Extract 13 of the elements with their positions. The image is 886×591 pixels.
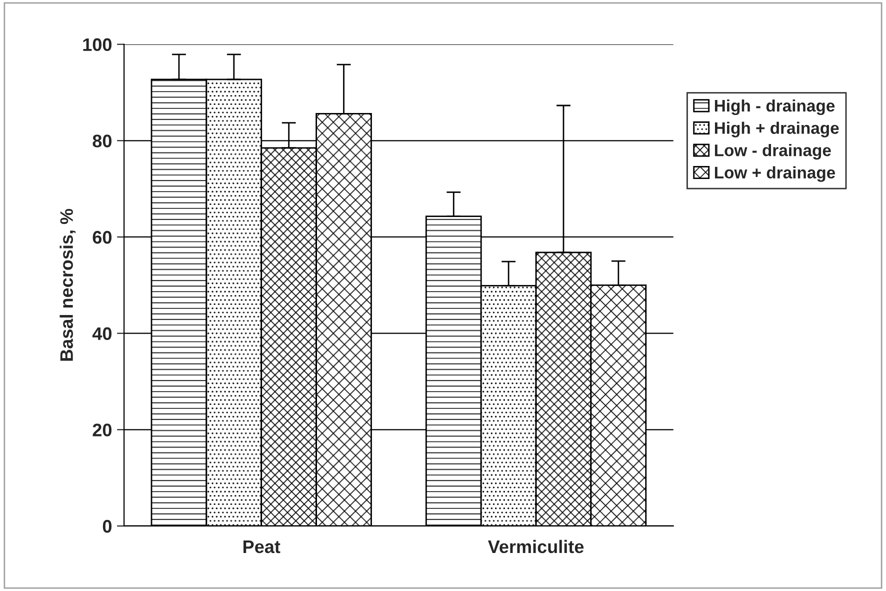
x-tick-label: Peat bbox=[244, 540, 280, 554]
y-tick-label: 20 bbox=[92, 424, 112, 436]
legend-label: Low + drainage bbox=[714, 166, 836, 182]
legend-label: High + drainage bbox=[714, 122, 839, 138]
legend-label: High - drainage bbox=[714, 99, 835, 116]
y-tick-label: 0 bbox=[102, 520, 112, 533]
x-tick-label: Vermiculite bbox=[488, 540, 584, 554]
y-axis-title: Basal necrosis, % bbox=[60, 208, 76, 361]
y-tick-label: 40 bbox=[92, 327, 112, 340]
y-tick-label: 80 bbox=[92, 134, 112, 148]
y-tick-label: 100 bbox=[83, 38, 112, 52]
y-tick-label: 60 bbox=[92, 230, 112, 244]
legend-label: Low - drainage bbox=[714, 144, 831, 160]
